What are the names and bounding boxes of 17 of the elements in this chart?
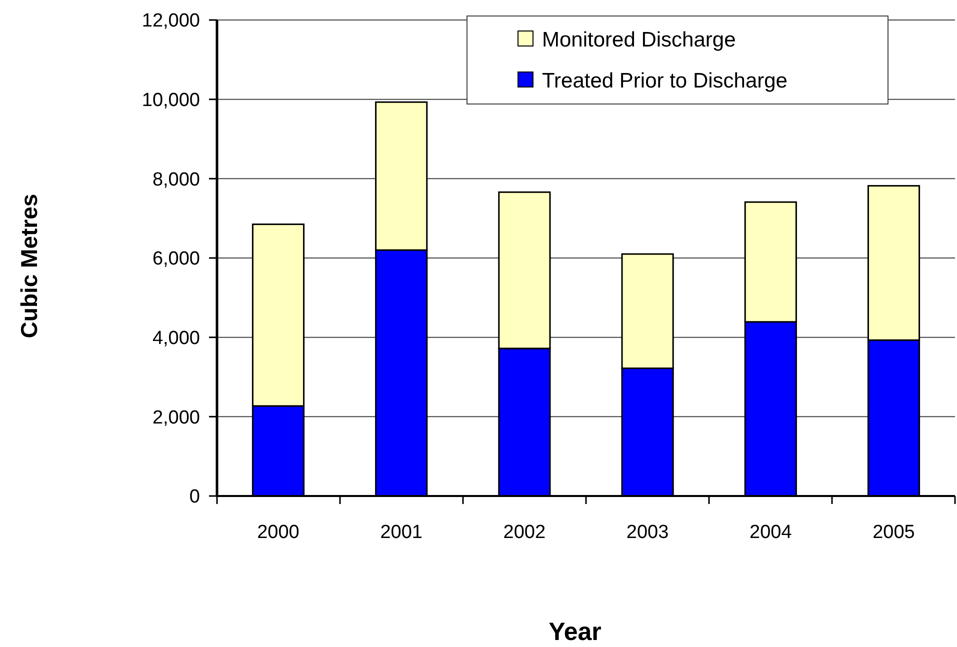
y-axis-title: Cubic Metres — [16, 194, 42, 338]
x-tick-label: 2002 — [503, 522, 546, 543]
y-tick-label: 4,000 — [152, 328, 200, 349]
x-tick-label: 2003 — [626, 522, 669, 543]
x-tick-label: 2000 — [257, 522, 300, 543]
x-tick-label: 2004 — [750, 522, 792, 543]
y-tick-label: 0 — [189, 486, 200, 508]
x-tick-label: 2005 — [872, 522, 915, 543]
y-tick-label: 12,000 — [142, 10, 200, 32]
y-tick-label: 8,000 — [152, 169, 200, 190]
y-tick-label: 2,000 — [152, 407, 200, 428]
x-tick-label: 2001 — [380, 522, 422, 543]
y-tick-label: 10,000 — [142, 90, 200, 111]
y-tick-label: 6,000 — [152, 248, 200, 270]
legend-label: Treated Prior to Discharge — [542, 69, 788, 92]
legend-label: Monitored Discharge — [542, 28, 736, 52]
x-axis-title: Year — [548, 618, 602, 646]
